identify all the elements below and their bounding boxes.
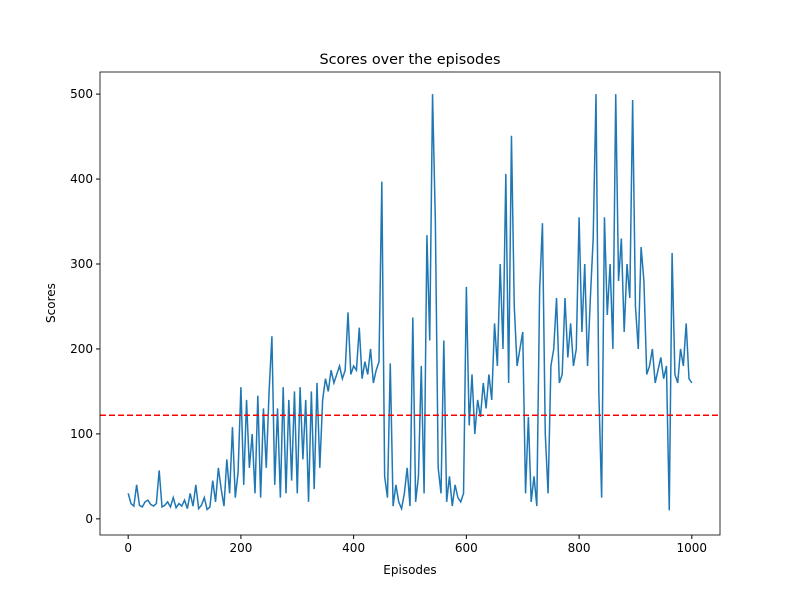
y-axis-label: Scores: [44, 283, 58, 323]
x-tick-label: 600: [455, 541, 478, 555]
y-tick-label: 300: [70, 257, 93, 271]
x-tick-label: 1000: [677, 541, 708, 555]
chart-title: Scores over the episodes: [319, 52, 500, 68]
y-tick-label: 0: [85, 512, 93, 526]
plot-frame: [99, 71, 721, 536]
y-tick-label: 100: [70, 427, 93, 441]
y-tick-label: 200: [70, 342, 93, 356]
y-tick-label: 400: [70, 172, 93, 186]
x-tick-label: 400: [342, 541, 365, 555]
line-series: [127, 94, 693, 512]
y-tick-label: 500: [70, 87, 93, 101]
x-tick-label: 0: [124, 541, 132, 555]
x-axis-label: Episodes: [383, 563, 436, 577]
x-tick-label: 200: [229, 541, 252, 555]
x-tick-label: 800: [568, 541, 591, 555]
